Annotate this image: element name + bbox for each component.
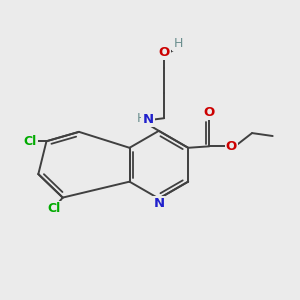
Text: O: O [226, 140, 237, 153]
Text: Cl: Cl [47, 202, 61, 215]
Text: O: O [204, 106, 215, 119]
Text: N: N [142, 113, 154, 126]
Text: N: N [153, 197, 164, 210]
Text: O: O [158, 46, 170, 59]
Text: H: H [173, 37, 183, 50]
Text: Cl: Cl [24, 135, 37, 148]
Text: H: H [136, 112, 146, 125]
